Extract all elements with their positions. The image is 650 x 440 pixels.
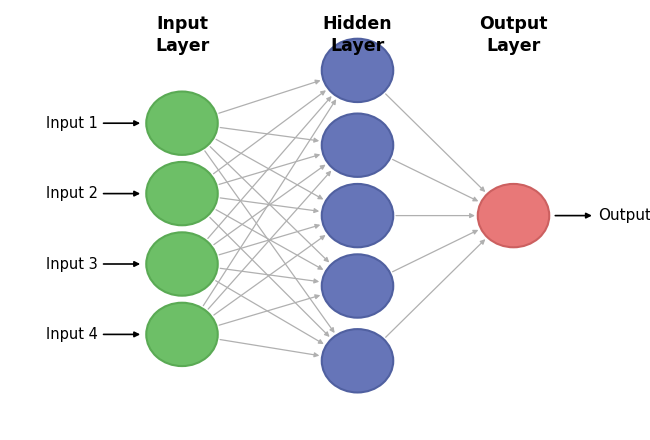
Ellipse shape	[322, 39, 393, 102]
Text: Input 2: Input 2	[46, 186, 98, 201]
Text: Input 3: Input 3	[46, 257, 98, 271]
Text: Input 4: Input 4	[46, 327, 98, 342]
Ellipse shape	[146, 162, 218, 225]
Ellipse shape	[322, 184, 393, 247]
Ellipse shape	[146, 92, 218, 155]
Ellipse shape	[146, 232, 218, 296]
Text: Output: Output	[598, 208, 650, 223]
Text: Input 1: Input 1	[46, 116, 98, 131]
Ellipse shape	[322, 329, 393, 392]
Ellipse shape	[478, 184, 549, 247]
Ellipse shape	[322, 114, 393, 177]
Text: Output
Layer: Output Layer	[479, 15, 548, 55]
Text: Hidden
Layer: Hidden Layer	[322, 15, 393, 55]
Text: Input
Layer: Input Layer	[155, 15, 209, 55]
Ellipse shape	[322, 254, 393, 318]
Ellipse shape	[146, 303, 218, 366]
